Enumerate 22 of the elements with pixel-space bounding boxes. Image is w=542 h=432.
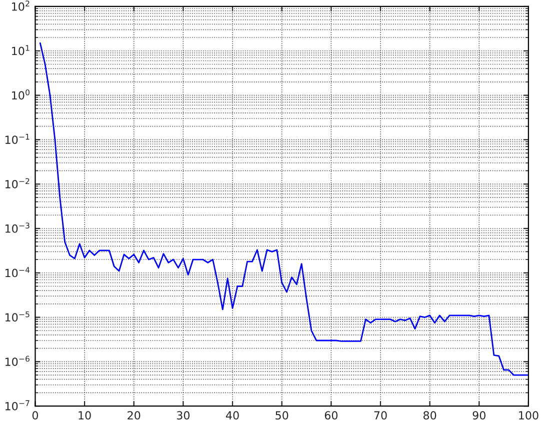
- x-tick-label: 50: [276, 411, 288, 420]
- line-series: [39, 42, 528, 376]
- x-tick-label: 10: [78, 411, 91, 420]
- y-tick-label: 10$^{1}$: [12, 45, 30, 56]
- x-tick-label: 100: [519, 411, 538, 420]
- x-tick-label: 0: [32, 411, 38, 420]
- y-tick-label: 10$^{−1}$: [5, 134, 30, 144]
- y-tick-label: 10$^{2}$: [12, 0, 30, 11]
- x-tick-label: 20: [128, 411, 140, 420]
- y-tick-label: 10$^{−4}$: [5, 267, 30, 278]
- y-tick-label: 10$^{−3}$: [5, 222, 30, 233]
- y-tick-label: 10$^{0}$: [12, 89, 30, 100]
- y-tick-label: 10$^{−7}$: [5, 400, 30, 410]
- x-tick-label: 80: [423, 411, 436, 420]
- x-tick-label: 70: [374, 411, 387, 420]
- y-tick-label: 10$^{−5}$: [5, 312, 30, 322]
- x-tick-label: 90: [472, 411, 486, 420]
- y-tick-label: 10$^{−2}$: [5, 178, 30, 188]
- y-tick-label: 10$^{−6}$: [5, 356, 30, 366]
- x-tick-label: 40: [226, 411, 239, 420]
- x-tick-label: 60: [324, 411, 338, 420]
- x-tick-label: 30: [176, 411, 190, 420]
